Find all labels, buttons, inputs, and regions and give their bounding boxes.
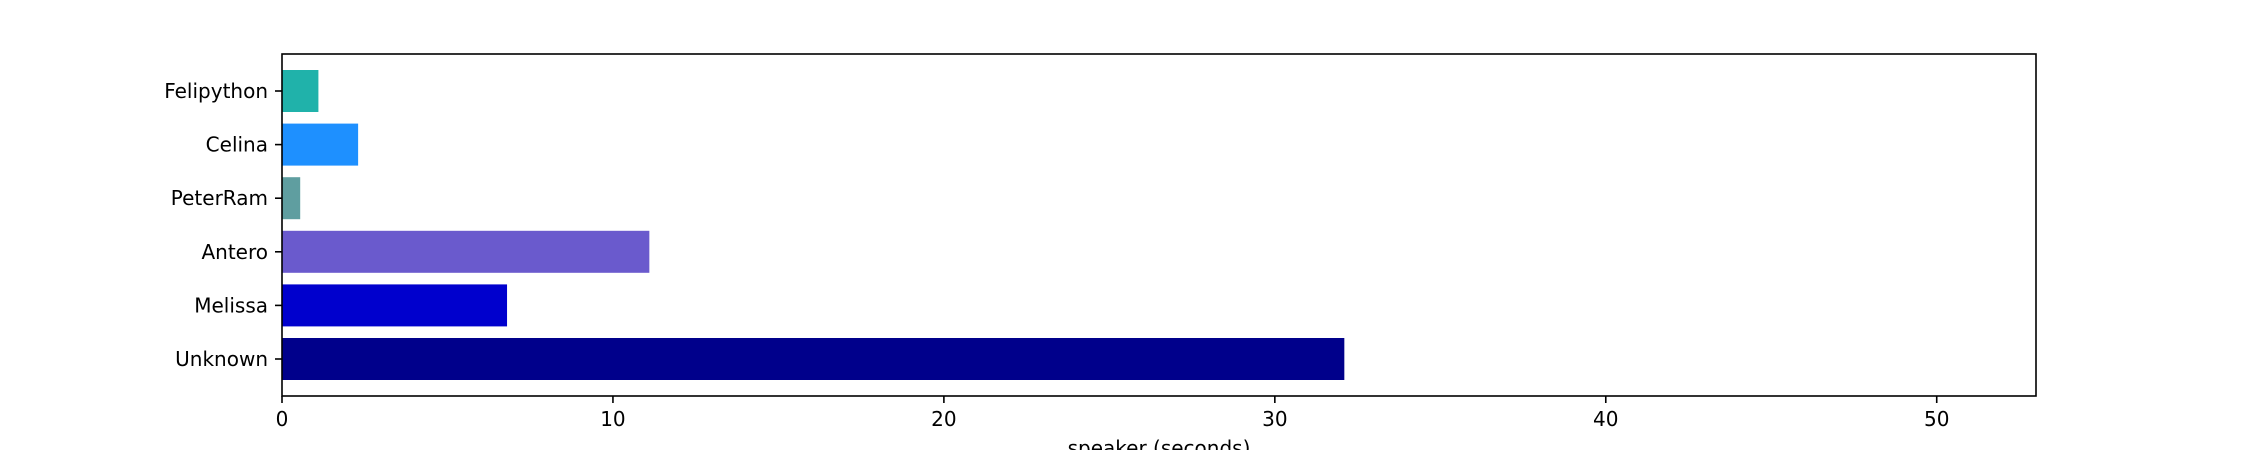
y-tick-label: Melissa [194,293,268,317]
plot-frame [281,53,2037,397]
bar-felipython [282,70,319,112]
bar-unknown [282,338,1345,380]
y-tick-label: Felipython [164,79,268,103]
x-tick-label: 30 [1262,407,1287,431]
bar-melissa [282,284,508,327]
y-axis: Felipython Celina PeterRam Antero Melissa Unk… [164,79,282,371]
bar-group [282,70,1345,380]
x-tick-label: 40 [1593,407,1618,431]
y-tick-label: Unknown [175,347,268,371]
x-axis: 0 10 20 30 40 50 [276,396,1949,431]
x-axis-title: speaker (seconds) [1068,436,1251,450]
y-tick-label: Antero [201,240,268,264]
y-tick-label: Celina [206,133,268,157]
bar-celina [282,123,359,166]
x-tick-label: 20 [931,407,956,431]
x-tick-label: 50 [1924,407,1949,431]
bar-peterram [282,177,301,220]
y-tick-label: PeterRam [171,186,268,210]
x-tick-label: 10 [600,407,625,431]
bar-antero [282,230,650,273]
x-tick-label: 0 [276,407,289,431]
